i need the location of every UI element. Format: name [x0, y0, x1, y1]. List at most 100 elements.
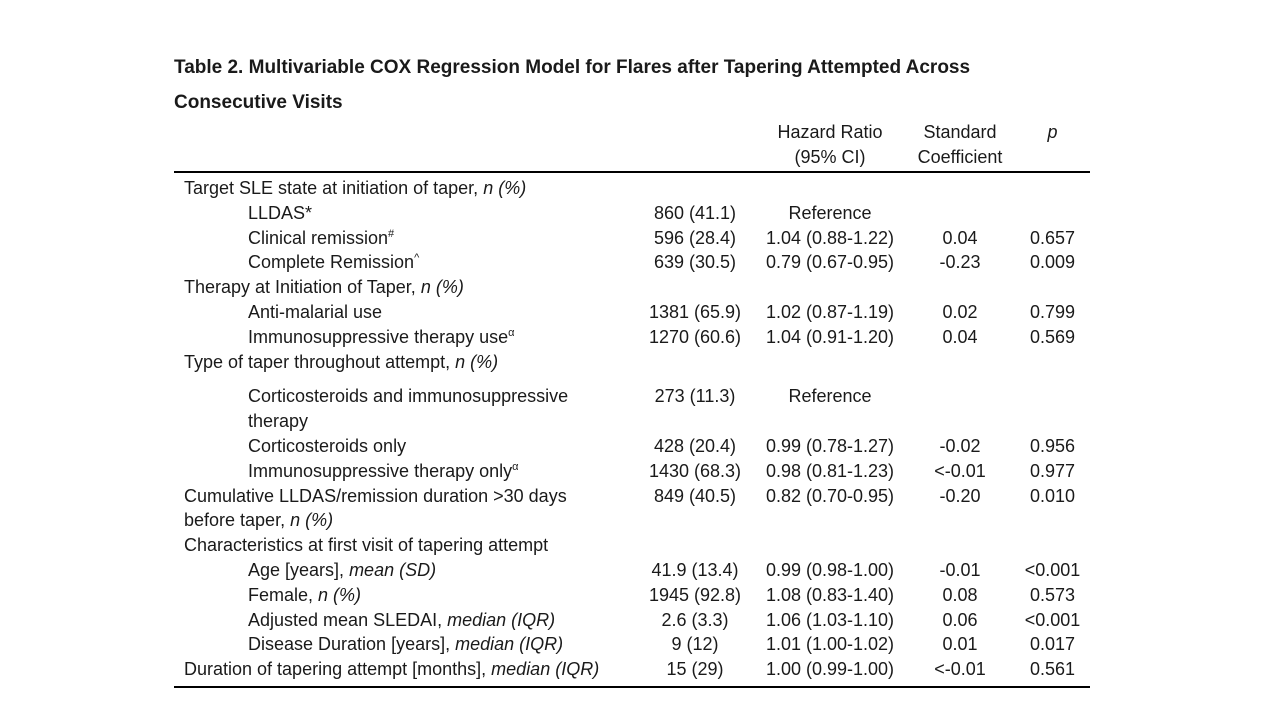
row-label: Target SLE state at initiation of taper,… — [174, 176, 635, 201]
row-label-italic: n (%) — [483, 178, 527, 198]
row-label-text: Immunosuppressive therapy use — [248, 326, 509, 347]
cell-standard-coefficient: 0.04 — [942, 326, 978, 347]
cell-standard-coefficient: -0.02 — [939, 435, 981, 456]
cell-hazard-ratio: 1.00 (0.99-1.00) — [765, 659, 895, 680]
cell-hazard-ratio: 0.99 (0.98-1.00) — [765, 559, 895, 580]
row-label-superscript: α — [512, 460, 519, 473]
row-label-text: Type of taper throughout attempt, — [184, 351, 456, 372]
cell-hazard-ratio: 1.06 (1.03-1.10) — [765, 609, 895, 630]
row-label: Clinical remission# — [174, 226, 635, 251]
row-label-text: Complete Remission — [248, 252, 415, 273]
cell-n: 15 (29) — [666, 659, 724, 680]
table-row: Corticosteroids and immunosuppressive th… — [174, 384, 1090, 434]
header-hazard-ratio-line2: (95% CI) — [794, 147, 866, 167]
table-row: Duration of tapering attempt [months], m… — [174, 657, 1090, 682]
cell-p-value: 0.569 — [1029, 326, 1076, 347]
row-label: Corticosteroids only — [174, 434, 635, 459]
table-row: Type of taper throughout attempt, n (%) — [174, 350, 1090, 375]
row-label-text: Target SLE state at initiation of taper, — [184, 178, 484, 198]
table-row: Immunosuppressive therapy useα 1270 (60.… — [174, 325, 1090, 350]
cell-p-value: 0.561 — [1029, 659, 1076, 680]
table-row: Immunosuppressive therapy onlyα 1430 (68… — [174, 459, 1090, 484]
table-row: Characteristics at first visit of taperi… — [174, 533, 1090, 558]
cell-hazard-ratio: 1.02 (0.87-1.19) — [765, 301, 895, 322]
document-page: Table 2. Multivariable COX Regression Mo… — [174, 50, 1090, 688]
header-hazard-ratio-line1: Hazard Ratio — [777, 122, 883, 142]
cell-p-value: 0.017 — [1029, 634, 1076, 655]
cell-n: 849 (40.5) — [653, 485, 737, 506]
row-label-italic: mean (SD) — [349, 559, 437, 580]
table-title-line2: Consecutive Visits — [174, 92, 343, 113]
row-label: Duration of tapering attempt [months], m… — [174, 657, 635, 682]
table-row: LLDAS* 860 (41.1) Reference — [174, 201, 1090, 226]
cell-standard-coefficient: 0.02 — [942, 301, 978, 322]
cell-hazard-ratio: 0.79 (0.67-0.95) — [765, 252, 895, 273]
cell-standard-coefficient: 0.06 — [942, 609, 978, 630]
cell-standard-coefficient: -0.20 — [939, 485, 981, 506]
cell-p-value: 0.799 — [1029, 301, 1076, 322]
cell-standard-coefficient: 0.04 — [942, 227, 978, 248]
cell-hazard-ratio: 0.82 (0.70-0.95) — [765, 485, 895, 506]
row-label-italic: n (%) — [290, 510, 334, 531]
table-row: Corticosteroids only 428 (20.4) 0.99 (0.… — [174, 434, 1090, 459]
cell-p-value: <0.001 — [1024, 559, 1081, 580]
cell-n: 639 (30.5) — [653, 252, 737, 273]
table-row: Complete Remission^ 639 (30.5) 0.79 (0.6… — [174, 250, 1090, 275]
cell-p-value: 0.010 — [1029, 485, 1076, 506]
row-label-text: Duration of tapering attempt [months], — [184, 659, 492, 680]
cell-p-value: 0.977 — [1029, 460, 1076, 481]
row-label-text: Female, — [248, 584, 319, 605]
cell-standard-coefficient: <-0.01 — [934, 460, 986, 481]
cell-n: 428 (20.4) — [653, 435, 737, 456]
table-body: Target SLE state at initiation of taper,… — [174, 173, 1090, 688]
cell-hazard-ratio: 1.08 (0.83-1.40) — [765, 584, 895, 605]
row-label: Complete Remission^ — [174, 250, 635, 275]
table-row: Disease Duration [years], median (IQR) 9… — [174, 632, 1090, 657]
table-row: Therapy at Initiation of Taper, n (%) — [174, 275, 1090, 300]
row-label-text: Age [years], — [248, 559, 350, 580]
row-label-superscript: α — [508, 326, 515, 339]
cell-hazard-ratio: 0.98 (0.81-1.23) — [765, 460, 895, 481]
cell-standard-coefficient: 0.08 — [942, 584, 978, 605]
cell-standard-coefficient: 0.01 — [942, 634, 978, 655]
row-label: Therapy at Initiation of Taper, n (%) — [174, 275, 635, 300]
regression-table: Hazard Ratio (95% CI) Standard Coefficie… — [174, 120, 1090, 688]
row-label: Disease Duration [years], median (IQR) — [174, 632, 635, 657]
cell-standard-coefficient: <-0.01 — [934, 659, 986, 680]
cell-n: 9 (12) — [671, 634, 719, 655]
row-label-italic: median (IQR) — [455, 634, 564, 655]
table-row: Cumulative LLDAS/remission duration >30 … — [174, 484, 1090, 534]
table-row: Clinical remission# 596 (28.4) 1.04 (0.8… — [174, 226, 1090, 251]
row-label-text: Disease Duration [years], — [248, 634, 456, 655]
row-label-text: Characteristics at first visit of taperi… — [184, 535, 549, 556]
cell-hazard-ratio: 0.99 (0.78-1.27) — [765, 435, 895, 456]
row-label: Female, n (%) — [174, 583, 635, 608]
cell-n: 1270 (60.6) — [648, 326, 742, 347]
header-p-value: p — [1047, 122, 1058, 142]
cell-n: 860 (41.1) — [653, 202, 737, 223]
row-label: Immunosuppressive therapy useα — [174, 325, 635, 350]
row-label: Characteristics at first visit of taperi… — [174, 533, 635, 558]
table-title: Table 2. Multivariable COX Regression Mo… — [174, 50, 1090, 120]
row-label-text: Corticosteroids only — [248, 435, 407, 456]
row-label-text: LLDAS* — [248, 202, 313, 223]
table-title-line1: Table 2. Multivariable COX Regression Mo… — [174, 57, 971, 78]
cell-p-value: 0.009 — [1029, 252, 1076, 273]
cell-standard-coefficient: -0.01 — [939, 559, 981, 580]
row-label-italic: n (%) — [420, 277, 464, 298]
row-label: LLDAS* — [174, 201, 635, 226]
cell-p-value: 0.956 — [1029, 435, 1076, 456]
row-label-italic: n (%) — [318, 584, 362, 605]
cell-p-value: 0.657 — [1029, 227, 1076, 248]
cell-hazard-ratio: Reference — [788, 386, 872, 407]
row-label-text: Immunosuppressive therapy only — [248, 460, 513, 481]
header-standard-line2: Coefficient — [917, 147, 1003, 167]
row-label-italic: median (IQR) — [447, 609, 556, 630]
cell-hazard-ratio: 1.04 (0.91-1.20) — [765, 326, 895, 347]
row-label: Adjusted mean SLEDAI, median (IQR) — [174, 608, 635, 633]
row-label: Anti-malarial use — [174, 300, 635, 325]
row-label: Immunosuppressive therapy onlyα — [174, 459, 635, 484]
cell-p-value: <0.001 — [1024, 609, 1081, 630]
row-label: Type of taper throughout attempt, n (%) — [174, 350, 635, 375]
table-row: Female, n (%) 1945 (92.8) 1.08 (0.83-1.4… — [174, 583, 1090, 608]
